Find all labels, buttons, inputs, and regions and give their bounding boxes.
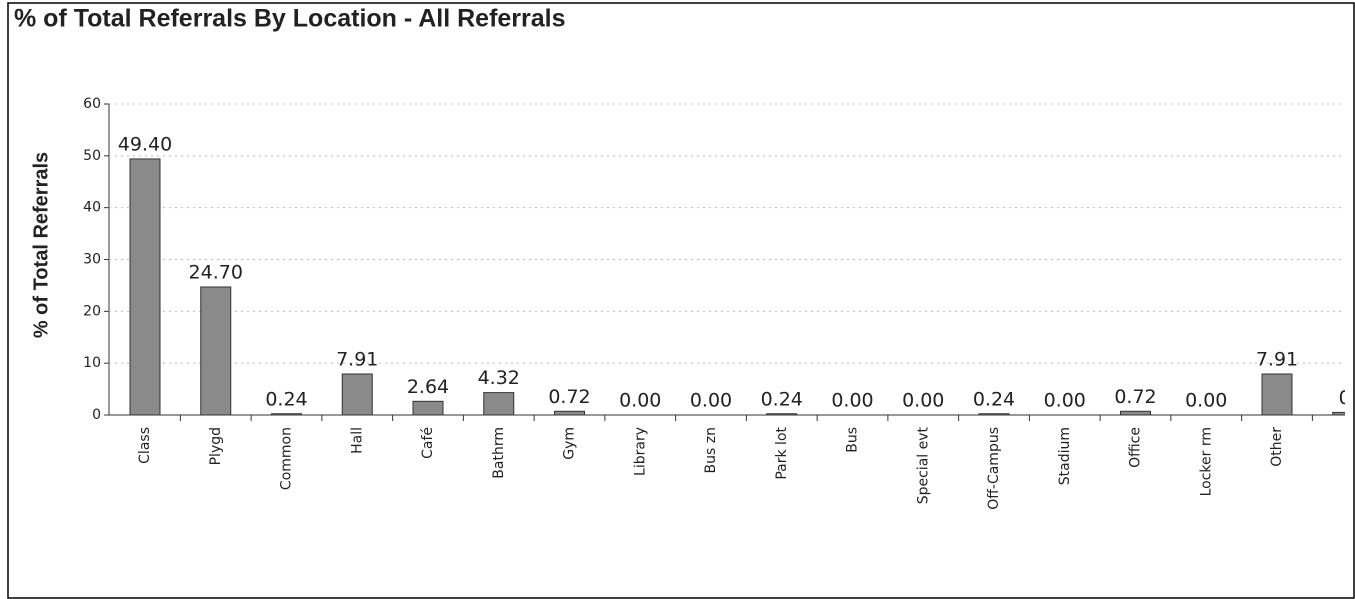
value-label: 24.70 — [189, 261, 243, 283]
x-tick-label: Bathrm — [491, 427, 507, 479]
bar — [341, 373, 373, 416]
x-tick-label: Common — [279, 427, 295, 490]
x-tick-label: Special evt — [915, 426, 931, 504]
x-tick-label: Hall — [349, 427, 365, 454]
value-label: 0.24 — [973, 388, 1015, 410]
bar — [766, 413, 798, 416]
x-tick-label: Stadium — [1057, 427, 1073, 485]
value-label: 0.00 — [902, 390, 944, 412]
value-label: 0.00 — [1044, 390, 1086, 412]
value-label: 0.00 — [831, 390, 873, 412]
y-tick-label: 30 — [83, 252, 101, 268]
y-axis-label: % of Total Referrals — [30, 152, 52, 338]
x-tick-label: Bus zn — [703, 427, 719, 473]
x-tick-label: Library — [632, 427, 648, 476]
bar — [412, 400, 444, 416]
bar — [129, 158, 161, 416]
x-tick-label: Locker rm — [1198, 427, 1214, 496]
bar — [483, 392, 515, 416]
value-label: 0.00 — [1185, 390, 1227, 412]
y-tick-label: 0 — [92, 407, 101, 423]
x-tick-label: Plygd — [208, 427, 224, 465]
value-label: 49.40 — [118, 133, 172, 155]
value-label: 4.32 — [478, 367, 520, 389]
x-tick-label: Park lot — [774, 426, 790, 479]
chart-title: % of Total Referrals By Location - All R… — [14, 5, 566, 33]
value-label: 7.91 — [1256, 348, 1298, 370]
x-tick-label: Off-Campus — [986, 427, 1002, 510]
x-tick-label: Gym — [562, 427, 578, 460]
x-tick-label: Class — [137, 427, 153, 464]
y-tick-label: 60 — [83, 96, 101, 112]
x-tick-label: Other — [1269, 427, 1285, 467]
frame — [7, 2, 1355, 599]
value-label: 0.24 — [761, 388, 803, 410]
bar — [1120, 410, 1151, 416]
value-label: 0.24 — [265, 388, 307, 410]
bar — [978, 413, 1010, 416]
value-label: 7.91 — [336, 348, 378, 370]
value-label: 2.64 — [407, 376, 449, 398]
value-label: 0.00 — [619, 390, 661, 412]
value-label: 0.72 — [548, 386, 590, 408]
bar — [554, 410, 585, 416]
bar — [200, 286, 232, 416]
y-tick-label: 40 — [83, 200, 101, 216]
x-tick-label: Café — [420, 427, 436, 459]
x-tick-label: Office — [1128, 427, 1144, 468]
bar — [1332, 411, 1345, 416]
y-tick-label: 50 — [83, 148, 101, 164]
value-label: 0. — [1339, 387, 1355, 409]
bar — [271, 413, 302, 416]
y-tick-label: 20 — [83, 303, 101, 319]
value-label: 0.72 — [1114, 386, 1156, 408]
x-tick-label: Bus — [845, 427, 861, 453]
value-label: 0.00 — [690, 390, 732, 412]
bar — [1261, 373, 1293, 416]
y-tick-label: 10 — [83, 355, 101, 371]
